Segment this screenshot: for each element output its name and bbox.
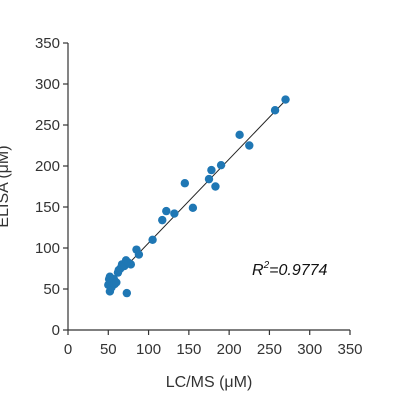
x-tick-label: 100: [136, 341, 161, 358]
axes: [67, 43, 350, 331]
x-tick-label: 250: [257, 341, 282, 358]
data-point: [281, 95, 290, 104]
y-axis-title: ELISA (μM): [0, 145, 12, 227]
data-point: [122, 288, 132, 298]
data-point: [216, 160, 226, 170]
trendline: [107, 100, 286, 286]
data-point: [158, 215, 167, 225]
data-point: [148, 235, 157, 244]
data-point: [126, 260, 136, 269]
r-squared-prefix: R: [252, 262, 264, 279]
y-tick-label: 0: [52, 322, 60, 339]
data-point: [211, 182, 220, 191]
y-tick-label: 100: [35, 240, 60, 257]
data-point: [204, 174, 214, 184]
data-point: [162, 206, 171, 216]
x-axis-title: LC/MS (μM): [166, 374, 253, 391]
data-point: [180, 179, 190, 188]
x-tick-label: 50: [100, 341, 117, 358]
data-points: [104, 95, 290, 298]
data-point: [270, 106, 280, 115]
data-point: [235, 130, 244, 140]
data-point: [207, 165, 216, 175]
x-tick-label: 350: [337, 341, 362, 358]
y-tick-label: 350: [35, 35, 60, 52]
y-tick-label: 200: [35, 158, 60, 175]
data-point: [112, 278, 121, 287]
r-squared-superscript: 2: [263, 260, 270, 271]
data-point: [245, 141, 254, 150]
y-tick-label: 250: [35, 117, 60, 134]
data-point: [170, 209, 179, 218]
data-point: [134, 250, 144, 259]
x-tick-label: 150: [176, 341, 201, 358]
y-tick-label: 50: [43, 281, 60, 298]
r-squared-annotation: R2=0.9774: [252, 260, 328, 279]
y-tick-label: 150: [35, 199, 60, 216]
y-ticks: 0 50 100 150 200 250 300 350: [35, 35, 68, 339]
r-squared-value: =0.9774: [269, 262, 327, 279]
data-point: [188, 203, 198, 213]
x-tick-label: 0: [64, 341, 72, 358]
y-tick-label: 300: [35, 76, 60, 93]
x-ticks: 0 50 100 150 200 250 300 350: [64, 330, 363, 358]
x-tick-label: 200: [217, 341, 242, 358]
x-tick-label: 300: [297, 341, 322, 358]
